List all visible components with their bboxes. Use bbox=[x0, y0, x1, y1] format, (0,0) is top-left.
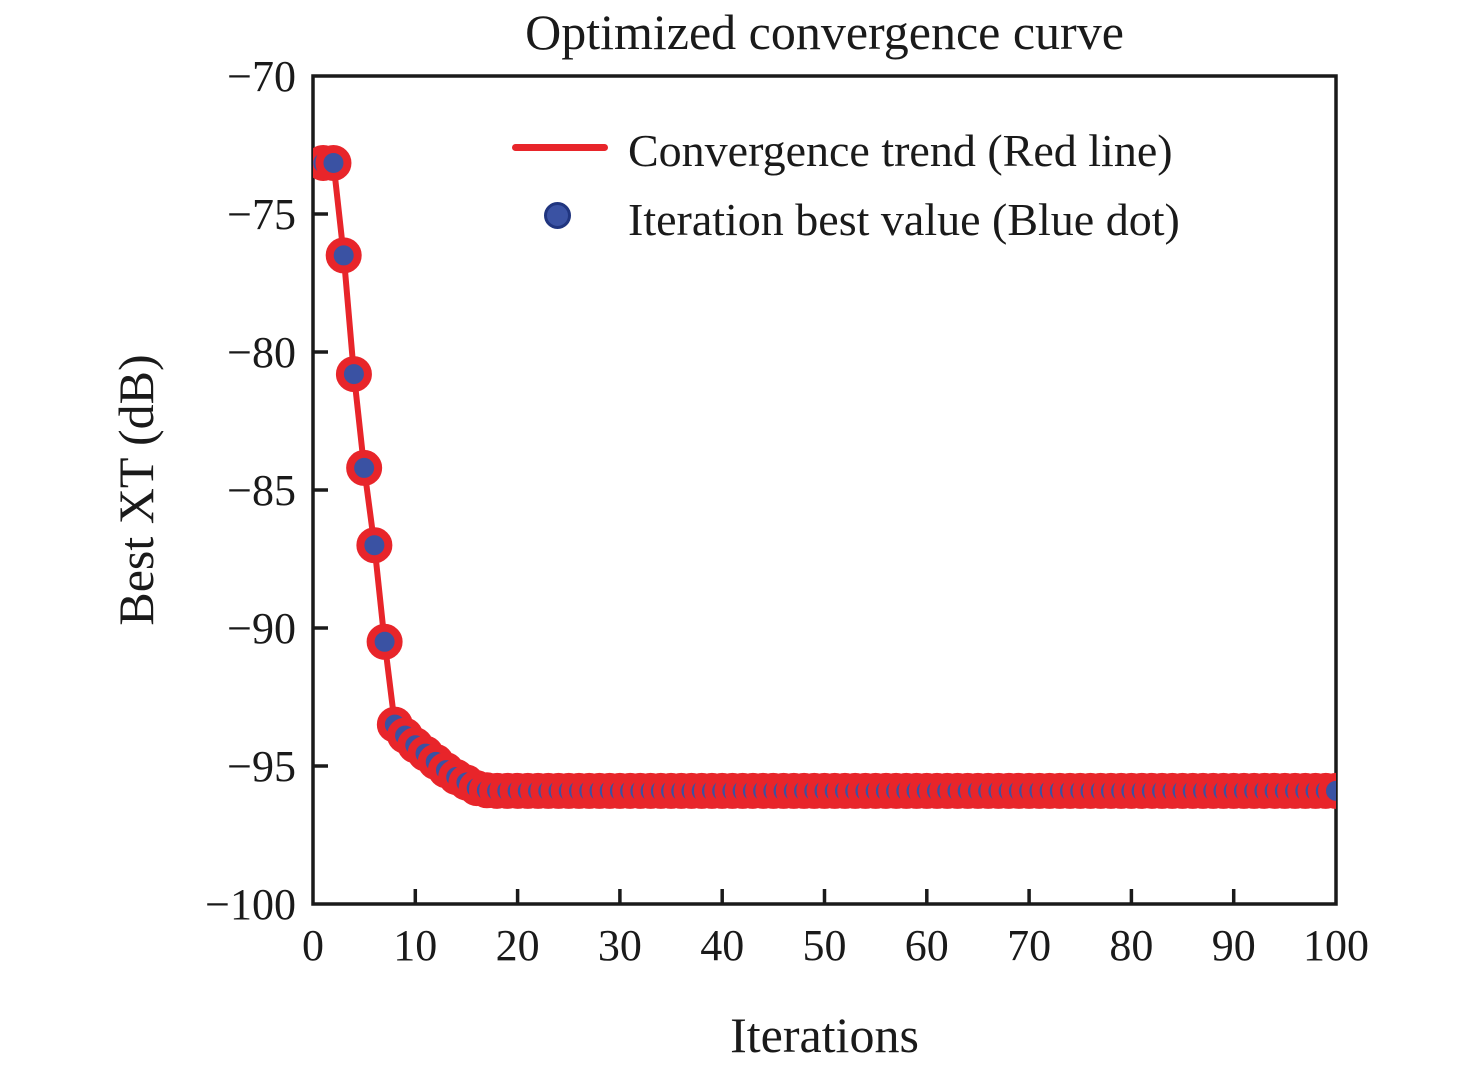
svg-text:−100: −100 bbox=[205, 880, 296, 929]
svg-text:80: 80 bbox=[1109, 921, 1153, 970]
svg-text:−75: −75 bbox=[227, 190, 296, 239]
svg-text:−95: −95 bbox=[227, 742, 296, 791]
chart-title: Optimized convergence curve bbox=[525, 4, 1124, 60]
svg-text:40: 40 bbox=[700, 921, 744, 970]
svg-text:100: 100 bbox=[1303, 921, 1369, 970]
svg-text:0: 0 bbox=[302, 921, 324, 970]
legend-red-line-swatch bbox=[512, 144, 608, 151]
svg-text:10: 10 bbox=[393, 921, 437, 970]
legend-blue-dot-swatch bbox=[544, 202, 571, 229]
svg-text:50: 50 bbox=[803, 921, 847, 970]
y-axis-label: Best XT (dB) bbox=[108, 354, 164, 626]
svg-text:20: 20 bbox=[496, 921, 540, 970]
legend-label-convergence-trend: Convergence trend (Red line) bbox=[628, 125, 1173, 176]
svg-text:60: 60 bbox=[905, 921, 949, 970]
svg-text:−85: −85 bbox=[227, 466, 296, 515]
svg-text:−70: −70 bbox=[227, 52, 296, 101]
svg-text:30: 30 bbox=[598, 921, 642, 970]
x-axis-label: Iterations bbox=[730, 1007, 919, 1063]
svg-text:90: 90 bbox=[1212, 921, 1256, 970]
svg-text:70: 70 bbox=[1007, 921, 1051, 970]
svg-text:−80: −80 bbox=[227, 328, 296, 377]
legend-label-iteration-best: Iteration best value (Blue dot) bbox=[628, 194, 1180, 245]
svg-text:−90: −90 bbox=[227, 604, 296, 653]
